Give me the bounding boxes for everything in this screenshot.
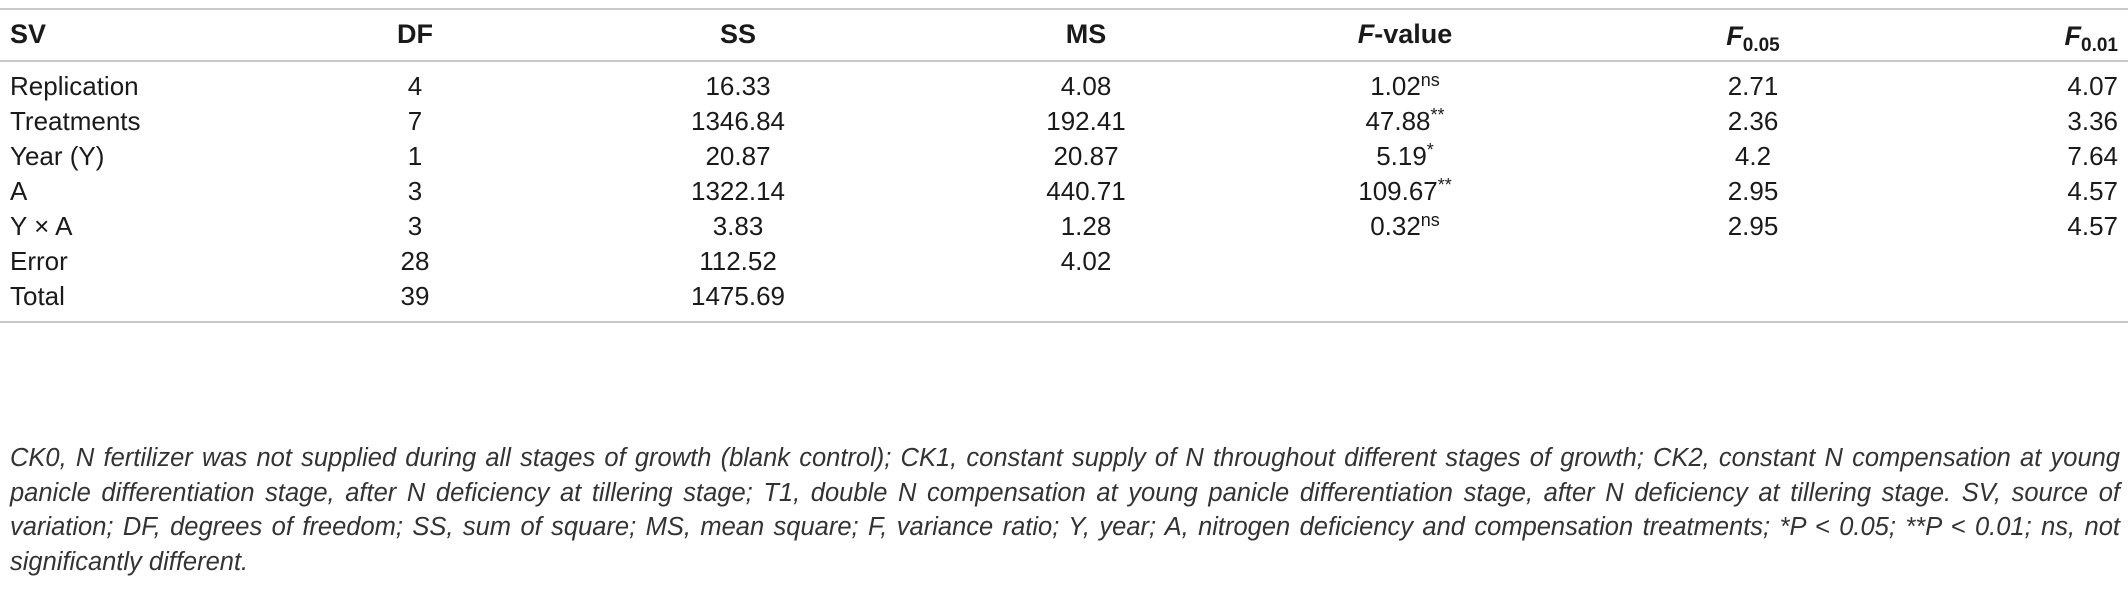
significance-mark: ns (1420, 70, 1440, 90)
cell-sv: A (10, 176, 28, 206)
table-bottom-rule (0, 321, 2128, 323)
cell-f001: 4.57 (2067, 176, 2118, 206)
cell-f001: 3.36 (2067, 106, 2118, 136)
cell-sv: Y × A (10, 211, 73, 241)
significance-mark: * (1426, 140, 1434, 160)
cell-sv: Error (10, 246, 68, 276)
cell-f001: 7.64 (2067, 141, 2118, 171)
significance-mark: ** (1430, 105, 1445, 125)
cell-sv: Treatments (10, 106, 141, 136)
significance-mark: ** (1437, 175, 1452, 195)
cell-sv: Year (Y) (10, 141, 105, 171)
cell-sv: Replication (10, 71, 139, 101)
table-footnote: CK0, N fertilizer was not supplied durin… (10, 444, 2120, 576)
table-header-rule (0, 60, 2128, 62)
header-f-0-01: F0.01 (2064, 21, 2118, 56)
table-top-rule (0, 8, 2128, 10)
significance-mark: ns (1420, 210, 1440, 230)
header-sv: SV (10, 19, 47, 49)
cell-f001: 4.57 (2067, 211, 2118, 241)
cell-f001: 4.07 (2067, 71, 2118, 101)
cell-sv: Total (10, 281, 65, 311)
